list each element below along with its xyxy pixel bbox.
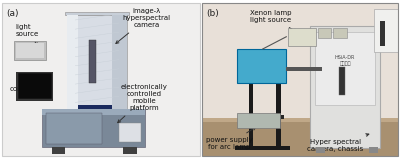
Text: electronically
controlled
mobile
platform: electronically controlled mobile platfor… xyxy=(118,84,168,123)
Text: Hyper spectral
camera, chassis: Hyper spectral camera, chassis xyxy=(307,134,369,152)
Text: Xenon lamp
light source: Xenon lamp light source xyxy=(250,10,297,32)
Bar xyxy=(123,147,137,154)
Text: computer: computer xyxy=(10,86,44,92)
Bar xyxy=(42,108,144,115)
Bar xyxy=(67,15,127,110)
Bar xyxy=(202,119,398,156)
Bar xyxy=(237,49,286,83)
Bar xyxy=(318,28,331,38)
Bar xyxy=(67,15,78,110)
Bar xyxy=(70,111,103,115)
Bar xyxy=(237,113,280,128)
Bar xyxy=(42,108,144,147)
Bar xyxy=(65,12,129,15)
Text: power supply
for arc lamp: power supply for arc lamp xyxy=(206,127,256,150)
Bar xyxy=(316,147,326,153)
Bar xyxy=(276,54,281,148)
Bar xyxy=(333,28,347,38)
Bar xyxy=(235,146,290,150)
Bar xyxy=(315,32,376,105)
Text: (a): (a) xyxy=(6,9,18,18)
Bar xyxy=(286,67,322,71)
Bar xyxy=(119,123,142,142)
Bar xyxy=(288,28,316,46)
Text: HSiA-DR
光谱相机: HSiA-DR 光谱相机 xyxy=(335,55,355,66)
Bar xyxy=(16,43,44,58)
Bar xyxy=(369,147,378,153)
Text: image-λ
hyperspectral
camera: image-λ hyperspectral camera xyxy=(116,8,171,43)
Bar xyxy=(67,105,127,113)
Bar xyxy=(46,113,102,144)
Bar xyxy=(241,80,284,84)
Bar xyxy=(89,40,96,83)
Bar xyxy=(310,26,380,148)
Bar xyxy=(241,115,284,119)
Bar xyxy=(202,3,398,122)
Bar xyxy=(16,72,54,101)
Bar xyxy=(202,118,398,122)
Bar xyxy=(340,67,345,95)
Bar xyxy=(52,147,65,154)
Bar xyxy=(18,73,52,99)
Text: (b): (b) xyxy=(206,9,219,18)
Bar xyxy=(380,21,385,46)
Bar xyxy=(249,54,253,148)
Text: light
source: light source xyxy=(16,24,39,46)
Bar xyxy=(112,15,127,110)
Bar xyxy=(14,41,46,60)
Bar xyxy=(374,9,398,52)
